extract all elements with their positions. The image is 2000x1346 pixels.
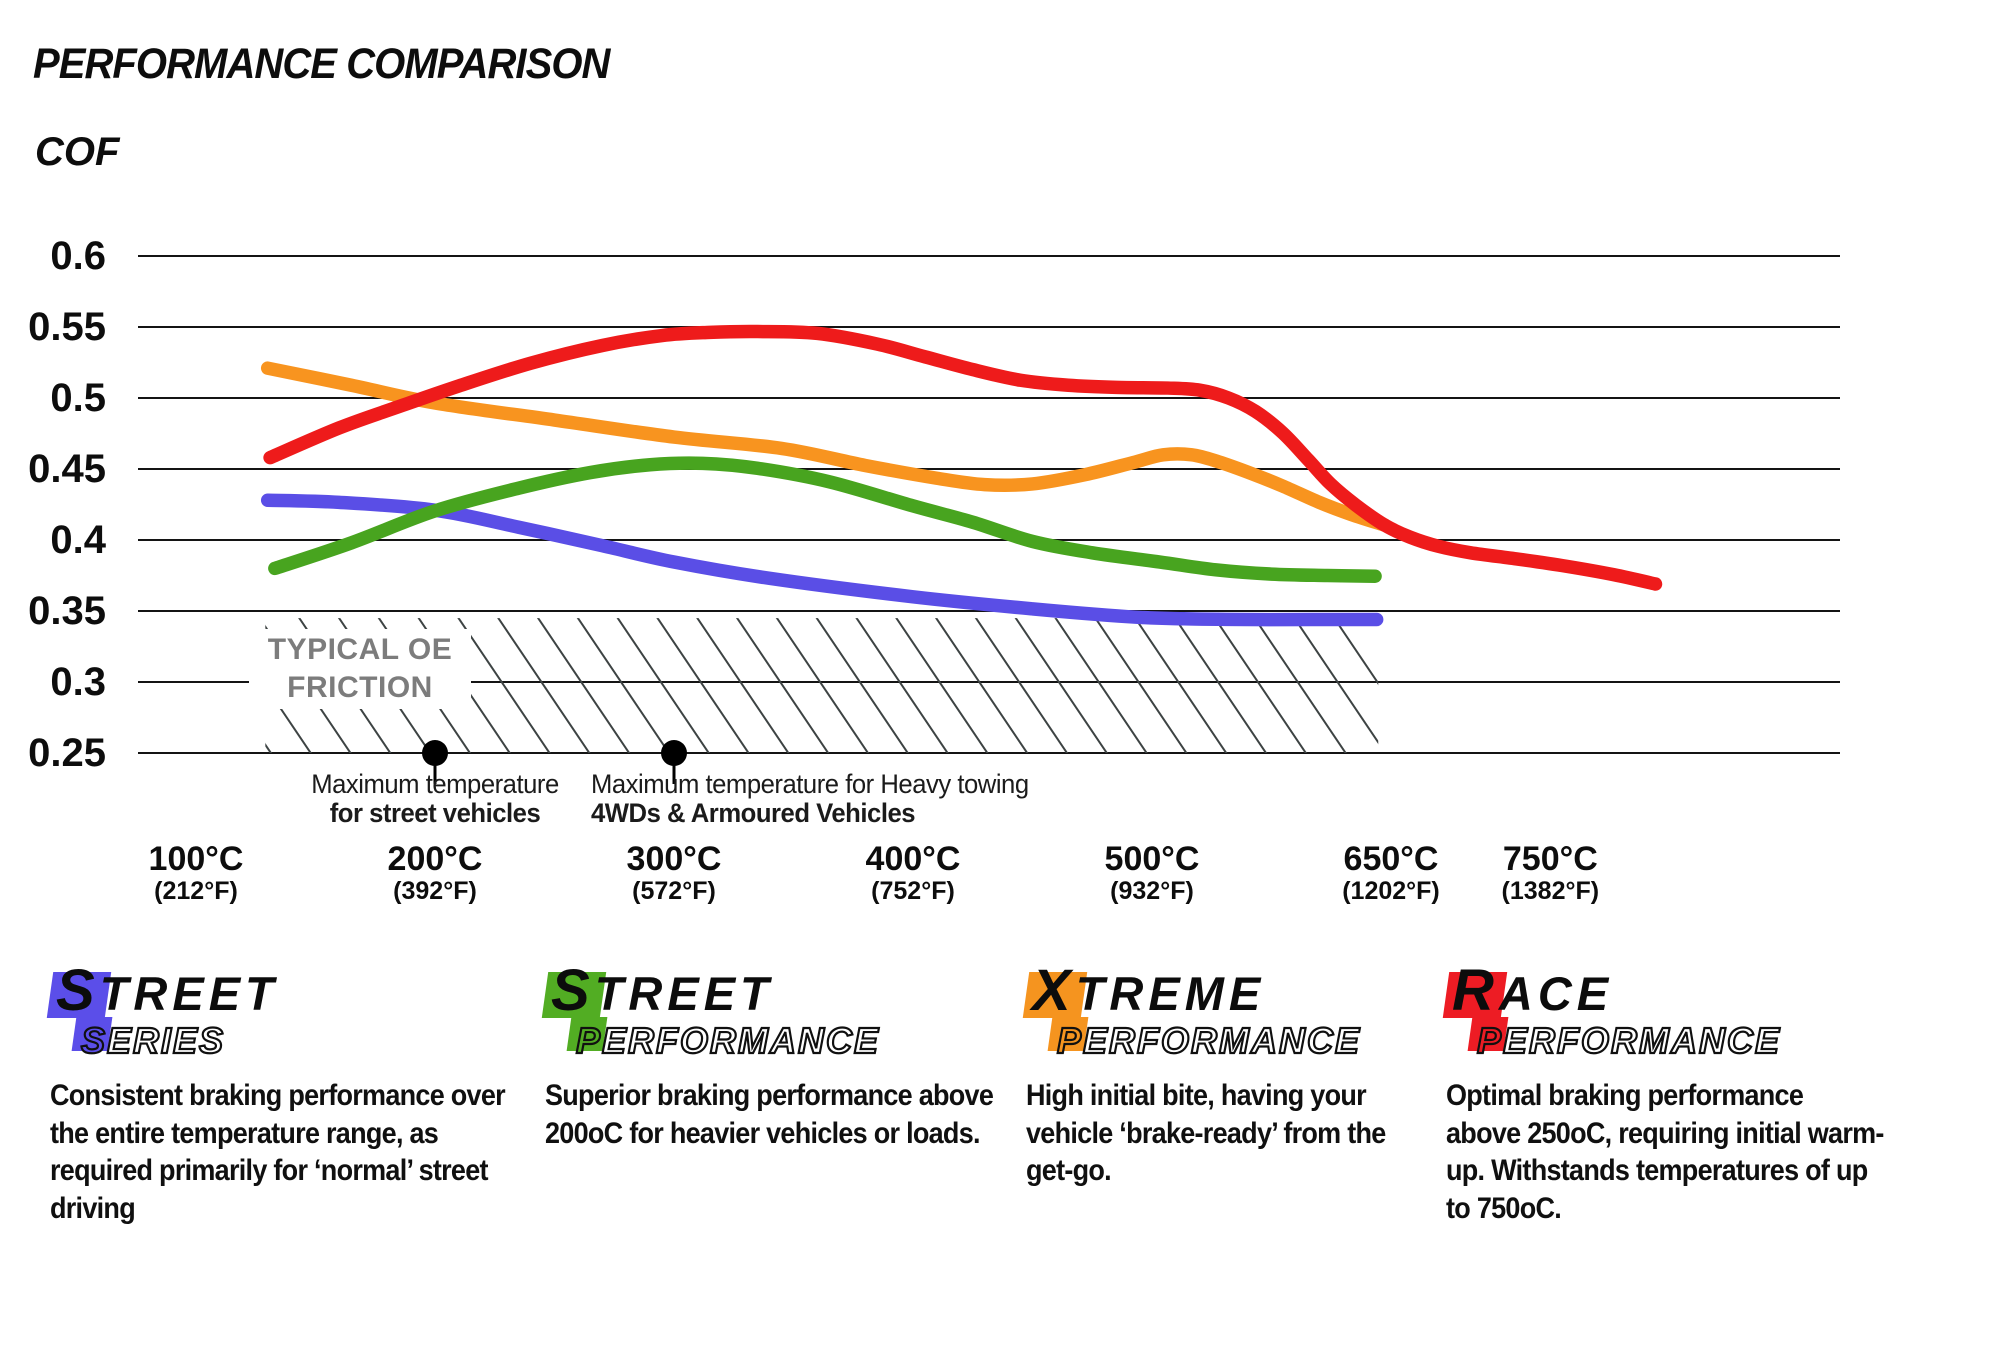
logo-word2: PERFORMANCE bbox=[575, 1019, 881, 1061]
race-performance-description: Optimal braking performance above 250oC,… bbox=[1446, 1079, 1884, 1225]
x-tick-fahrenheit: (572°F) bbox=[632, 877, 716, 905]
race-performance-logo: RACE PERFORMANCE bbox=[1442, 962, 1946, 1070]
x-tick-fahrenheit: (932°F) bbox=[1110, 877, 1194, 905]
legend-item-race-performance: RACE PERFORMANCE Optimal braking perform… bbox=[1442, 962, 1946, 1225]
street-series-description: Consistent braking performance over the … bbox=[50, 1079, 506, 1225]
y-tick-0.25: 0.25 bbox=[28, 731, 106, 775]
max-temp-marker-200c bbox=[422, 740, 448, 766]
marker-note-line2: 4WDs & Armoured Vehicles bbox=[591, 798, 916, 828]
marker-note-200c: Maximum temperature for street vehicles bbox=[255, 769, 615, 828]
y-tick-0.35: 0.35 bbox=[28, 589, 106, 633]
x-tick-celsius: 650°C bbox=[1343, 840, 1439, 878]
y-axis-title: COF bbox=[35, 130, 120, 174]
logo-word2: PERFORMANCE bbox=[1056, 1019, 1362, 1061]
x-tick-fahrenheit: (1202°F) bbox=[1342, 877, 1440, 905]
x-tick-celsius: 400°C bbox=[865, 840, 961, 878]
legend-item-street-series: STREET SERIES Consistent braking perform… bbox=[46, 962, 550, 1225]
x-tick-200c: 200°C (392°F) bbox=[345, 842, 525, 906]
logo-word1: XTREME bbox=[1032, 958, 1266, 1023]
y-tick-0.6: 0.6 bbox=[50, 234, 106, 278]
x-tick-celsius: 300°C bbox=[626, 840, 722, 878]
logo-word2: SERIES bbox=[80, 1019, 226, 1061]
y-tick-0.45: 0.45 bbox=[28, 447, 106, 491]
xtreme-performance-description: High initial bite, having your vehicle ‘… bbox=[1026, 1079, 1386, 1187]
marker-note-line1: Maximum temperature bbox=[311, 769, 559, 799]
marker-note-300c: Maximum temperature for Heavy towing 4WDs… bbox=[591, 769, 1191, 828]
x-tick-400c: 400°C (752°F) bbox=[823, 842, 1003, 906]
x-tick-300c: 300°C (572°F) bbox=[584, 842, 764, 906]
logo-word2: PERFORMANCE bbox=[1476, 1019, 1782, 1061]
typical-oe-friction-label: TYPICAL OE FRICTION bbox=[249, 629, 471, 709]
y-tick-0.4: 0.4 bbox=[50, 518, 106, 562]
xtreme-performance-logo: XTREME PERFORMANCE bbox=[1022, 962, 1526, 1070]
max-temp-marker-300c bbox=[661, 740, 687, 766]
x-tick-fahrenheit: (392°F) bbox=[393, 877, 477, 905]
street-series-logo: STREET SERIES bbox=[46, 962, 550, 1070]
marker-note-line1: Maximum temperature for Heavy towing bbox=[591, 769, 1029, 799]
x-tick-fahrenheit: (1382°F) bbox=[1501, 877, 1600, 905]
x-tick-celsius: 750°C bbox=[1502, 840, 1598, 878]
x-tick-100c: 100°C (212°F) bbox=[106, 842, 286, 906]
x-tick-fahrenheit: (212°F) bbox=[154, 877, 238, 905]
logo-word1: STREET bbox=[56, 958, 279, 1023]
legend-item-street-performance: STREET PERFORMANCE Superior braking perf… bbox=[541, 962, 1045, 1150]
x-tick-650c: 650°C (1202°F) bbox=[1301, 842, 1481, 906]
legend-item-xtreme-performance: XTREME PERFORMANCE High initial bite, ha… bbox=[1022, 962, 1526, 1187]
y-tick-0.3: 0.3 bbox=[50, 660, 106, 704]
x-tick-750c: 750°C (1382°F) bbox=[1460, 842, 1640, 906]
series-line-street-performance bbox=[268, 456, 1382, 583]
page-title: PERFORMANCE COMPARISON bbox=[33, 40, 610, 88]
logo-word1: RACE bbox=[1452, 958, 1614, 1023]
x-tick-celsius: 100°C bbox=[148, 840, 244, 878]
y-tick-0.55: 0.55 bbox=[28, 305, 106, 349]
x-tick-celsius: 500°C bbox=[1104, 840, 1200, 878]
x-tick-fahrenheit: (752°F) bbox=[871, 877, 955, 905]
x-tick-500c: 500°C (932°F) bbox=[1062, 842, 1242, 906]
series-line-xtreme-performance bbox=[260, 361, 1392, 532]
series-line-race-performance bbox=[263, 324, 1663, 591]
y-tick-0.5: 0.5 bbox=[50, 376, 106, 420]
x-tick-celsius: 200°C bbox=[387, 840, 483, 878]
street-performance-logo: STREET PERFORMANCE bbox=[541, 962, 1045, 1070]
logo-word1: STREET bbox=[551, 958, 774, 1023]
street-performance-description: Superior braking performance above 200oC… bbox=[545, 1079, 994, 1150]
marker-note-line2: for street vehicles bbox=[329, 798, 541, 828]
